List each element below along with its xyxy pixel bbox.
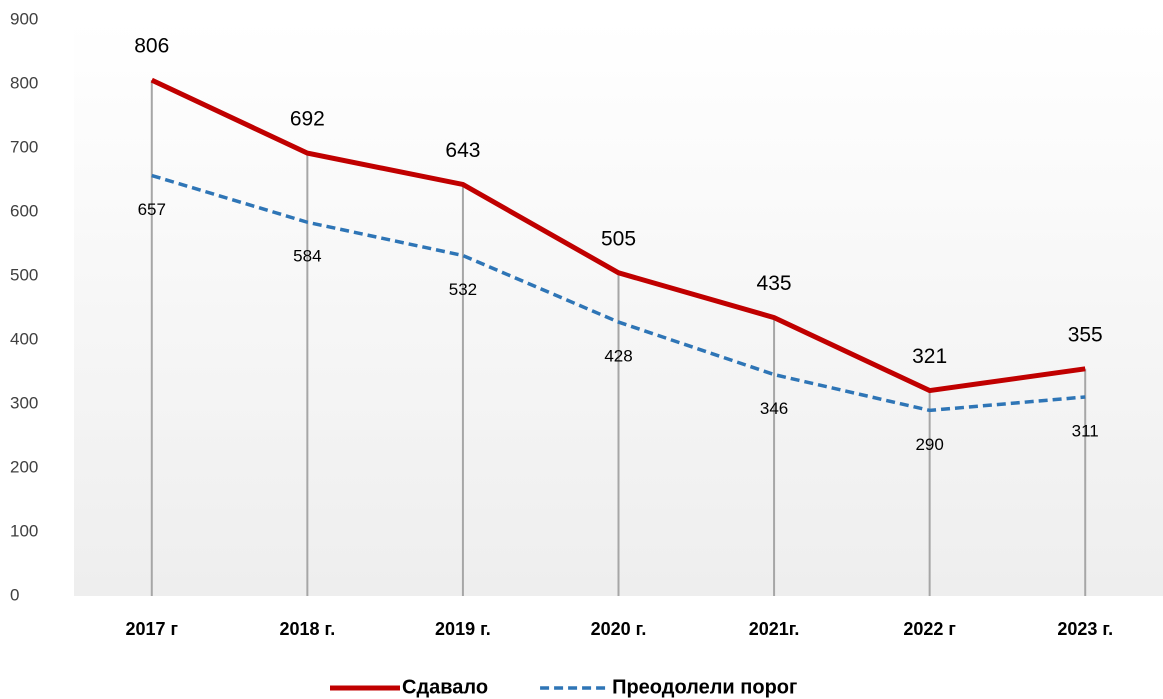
y-tick-label: 200 xyxy=(10,457,38,476)
y-tick-label: 600 xyxy=(10,201,38,220)
series-line xyxy=(150,77,1086,394)
y-tick-label: 900 xyxy=(10,9,38,28)
data-label: 505 xyxy=(601,227,636,250)
legend-label: Преодолели порог xyxy=(612,676,797,698)
x-tick-label: 2021г. xyxy=(749,619,800,639)
y-tick-label: 0 xyxy=(10,585,19,604)
y-tick-label: 100 xyxy=(10,521,38,540)
data-label: 584 xyxy=(293,247,321,266)
data-label: 532 xyxy=(449,280,477,299)
x-tick-label: 2017 г xyxy=(126,619,179,639)
y-tick-label: 800 xyxy=(10,73,38,92)
y-tick-label: 700 xyxy=(10,137,38,156)
legend-label: Сдавало xyxy=(402,676,488,698)
y-tick-label: 500 xyxy=(10,265,38,284)
data-label: 692 xyxy=(290,108,325,131)
x-tick-label: 2023 г. xyxy=(1057,619,1113,639)
data-label: 806 xyxy=(134,35,169,58)
y-tick-label: 300 xyxy=(10,393,38,412)
data-label: 435 xyxy=(757,272,792,295)
data-label: 643 xyxy=(445,139,480,162)
x-tick-label: 2019 г. xyxy=(435,619,491,639)
data-label: 428 xyxy=(604,347,632,366)
x-tick-label: 2022 г xyxy=(903,619,956,639)
data-label: 657 xyxy=(138,200,166,219)
data-label: 346 xyxy=(760,399,788,418)
data-label: 355 xyxy=(1068,323,1103,346)
data-label: 290 xyxy=(915,435,943,454)
x-tick-label: 2020 г. xyxy=(591,619,647,639)
x-tick-label: 2018 г. xyxy=(279,619,335,639)
y-tick-label: 400 xyxy=(10,329,38,348)
data-label: 321 xyxy=(912,345,947,368)
data-label: 311 xyxy=(1072,421,1099,440)
series-line xyxy=(151,173,1086,413)
